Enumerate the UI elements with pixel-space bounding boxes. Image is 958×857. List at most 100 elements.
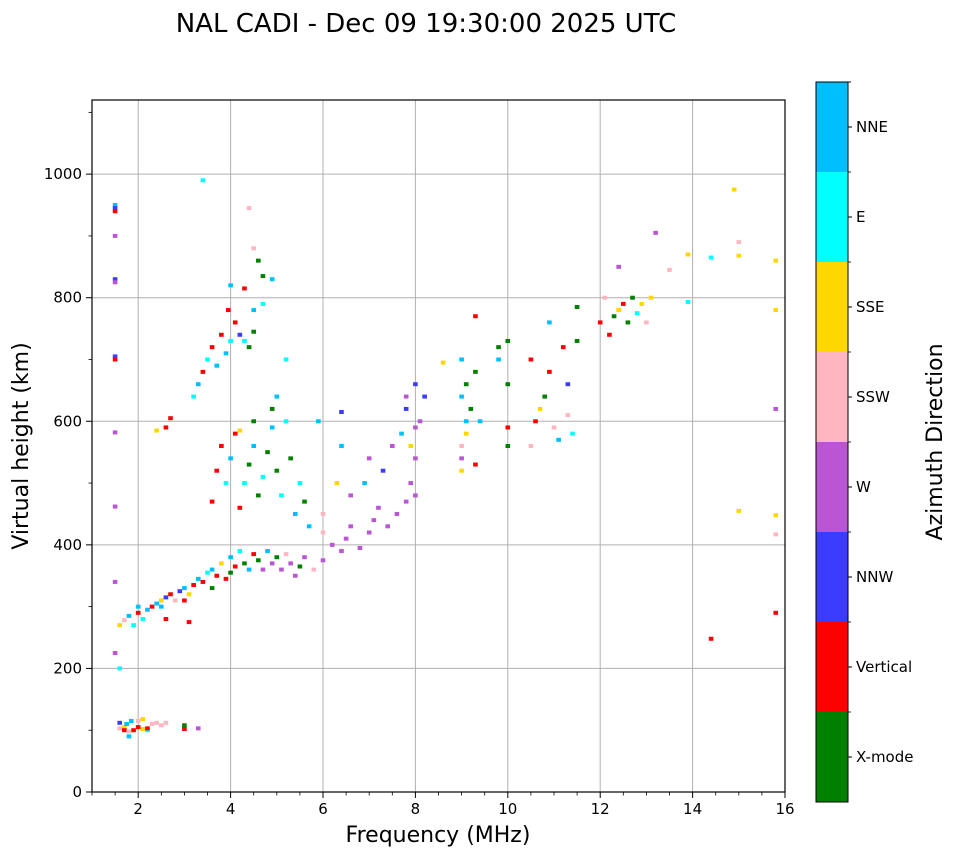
echo-point-nnw bbox=[177, 589, 183, 594]
echo-point-ssw bbox=[154, 720, 159, 725]
echo-point-nne bbox=[154, 601, 159, 606]
echo-point-e bbox=[634, 311, 640, 316]
echo-point-x-mode bbox=[574, 338, 580, 343]
echo-point-x-mode bbox=[463, 382, 469, 387]
echo-point-w bbox=[408, 481, 414, 486]
x-axis-label: Frequency (MHz) bbox=[346, 823, 531, 848]
echo-point-x-mode bbox=[256, 493, 261, 498]
echo-point-vertical bbox=[232, 320, 238, 325]
echo-point-x-mode bbox=[297, 564, 303, 569]
echo-point-w bbox=[279, 567, 284, 572]
echo-point-nne bbox=[399, 431, 404, 436]
x-axis-ticks: 2 4 6 8 10 12 14 16 bbox=[91, 792, 795, 818]
echo-point-x-mode bbox=[251, 329, 257, 334]
echo-point-sse bbox=[140, 717, 146, 722]
echo-point-ssw bbox=[246, 206, 252, 211]
echo-point-ssw bbox=[251, 246, 257, 251]
echo-point-nnw bbox=[112, 277, 118, 282]
echo-point-nne bbox=[556, 437, 561, 442]
echo-point-w bbox=[459, 456, 464, 461]
echo-point-w bbox=[348, 493, 354, 498]
echo-point-vertical bbox=[186, 620, 192, 625]
echo-point-w bbox=[112, 579, 118, 584]
colorbar-swatch-e bbox=[816, 172, 848, 262]
echo-point-w bbox=[112, 504, 118, 509]
echo-point-nne bbox=[306, 524, 312, 529]
echo-point-e bbox=[237, 549, 243, 554]
echo-point-vertical bbox=[547, 369, 552, 374]
colorbar-label-e: E bbox=[856, 208, 865, 226]
echo-point-vertical bbox=[242, 286, 247, 291]
echo-point-ssw bbox=[117, 726, 123, 731]
echo-point-w bbox=[329, 542, 335, 547]
echo-point-sse bbox=[685, 252, 691, 257]
echo-point-vertical bbox=[122, 728, 127, 733]
colorbar-label: Azimuth Direction bbox=[923, 343, 948, 540]
echo-point-ssw bbox=[149, 722, 155, 727]
echo-point-ssw bbox=[773, 532, 779, 537]
echo-point-e bbox=[297, 481, 303, 486]
echo-point-vertical bbox=[597, 320, 603, 325]
echo-point-vertical bbox=[505, 425, 511, 430]
echo-point-x-mode bbox=[209, 586, 215, 591]
echo-point-vertical bbox=[773, 610, 779, 615]
colorbar-frame bbox=[815, 81, 849, 803]
echo-points bbox=[112, 178, 779, 739]
echo-point-w bbox=[339, 549, 344, 554]
echo-point-sse bbox=[648, 295, 654, 300]
echo-point-nnw bbox=[380, 468, 386, 473]
echo-point-nne bbox=[112, 203, 118, 208]
colorbar: X-mode Vertical NNW W SSW SSE E NNE bbox=[815, 81, 913, 803]
echo-point-ssw bbox=[528, 444, 534, 448]
echo-point-sse bbox=[122, 725, 127, 730]
y-tick-label: 200 bbox=[53, 659, 82, 677]
echo-point-vertical bbox=[607, 332, 612, 337]
echo-point-nne bbox=[195, 382, 201, 387]
echo-point-nne bbox=[214, 363, 220, 368]
echo-point-w bbox=[112, 233, 118, 238]
echo-point-nne bbox=[269, 425, 275, 430]
echo-point-ssw bbox=[602, 295, 608, 300]
echo-point-w bbox=[413, 425, 418, 430]
echo-point-x-mode bbox=[256, 558, 261, 563]
y-tick-label: 1000 bbox=[44, 165, 82, 183]
echo-point-nne bbox=[228, 456, 233, 461]
echo-point-nne bbox=[228, 555, 233, 560]
echo-point-w bbox=[112, 430, 118, 435]
echo-point-e bbox=[685, 300, 691, 305]
y-tick-label: 600 bbox=[53, 412, 82, 430]
echo-point-nnw bbox=[565, 382, 571, 387]
colorbar-swatch-w bbox=[816, 442, 848, 532]
echo-point-ssw bbox=[320, 530, 326, 535]
echo-point-x-mode bbox=[574, 304, 580, 309]
echo-point-nne bbox=[459, 394, 464, 399]
echo-point-w bbox=[653, 230, 658, 235]
echo-point-e bbox=[260, 474, 266, 479]
echo-point-vertical bbox=[112, 357, 118, 362]
y-axis-label: Virtual height (km) bbox=[9, 342, 34, 549]
echo-point-x-mode bbox=[302, 499, 307, 504]
echo-point-w bbox=[292, 573, 298, 578]
echo-point-e bbox=[570, 431, 575, 436]
echo-point-sse bbox=[773, 308, 779, 313]
echo-point-x-mode bbox=[542, 394, 548, 399]
echo-point-nnw bbox=[413, 382, 418, 387]
echo-point-x-mode bbox=[468, 406, 474, 411]
echo-point-nnw bbox=[237, 332, 243, 337]
echo-point-nne bbox=[128, 718, 134, 723]
echo-point-e bbox=[117, 666, 123, 671]
echo-point-sse bbox=[158, 598, 164, 603]
echo-point-e bbox=[242, 338, 247, 343]
echo-point-vertical bbox=[473, 314, 478, 319]
colorbar-label-nne: NNE bbox=[856, 118, 888, 136]
colorbar-label-ssw: SSW bbox=[856, 388, 890, 406]
echo-point-w bbox=[413, 456, 418, 461]
echo-point-ssw bbox=[122, 618, 127, 623]
echo-point-vertical bbox=[214, 573, 220, 578]
echo-point-nne bbox=[274, 394, 280, 399]
echo-point-x-mode bbox=[265, 450, 270, 455]
echo-point-x-mode bbox=[242, 561, 247, 566]
echo-point-e bbox=[708, 255, 714, 260]
colorbar-label-sse: SSE bbox=[856, 298, 885, 316]
echo-point-w bbox=[376, 505, 381, 510]
